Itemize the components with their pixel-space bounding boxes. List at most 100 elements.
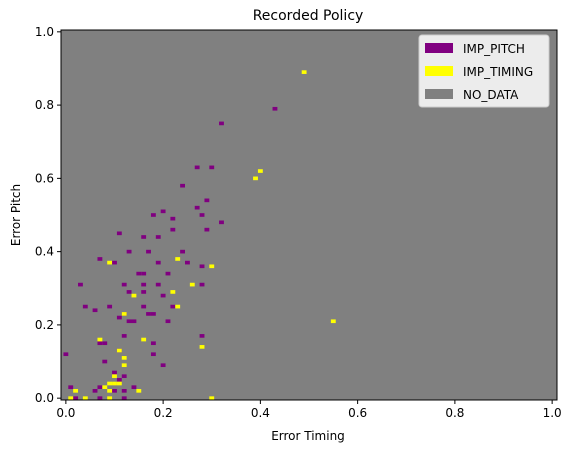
cell-imp-pitch <box>272 106 278 111</box>
x-tick-label: 0.8 <box>445 406 464 420</box>
legend-label-no-data: NO_DATA <box>463 88 519 102</box>
cell-imp-pitch <box>116 378 122 382</box>
y-axis-label: Error Pitch <box>9 184 23 246</box>
cell-imp-pitch <box>141 271 147 276</box>
y-axis: 0.0 0.2 0.4 0.6 0.8 1.0 <box>35 25 61 405</box>
cell-imp-pitch <box>150 213 156 217</box>
cell-imp-pitch <box>199 213 205 217</box>
cell-imp-timing <box>141 337 147 342</box>
cell-imp-pitch <box>199 282 205 287</box>
cell-imp-pitch <box>92 308 98 313</box>
y-tick-label: 0.0 <box>35 391 54 405</box>
cell-imp-timing <box>175 304 181 309</box>
cell-imp-pitch <box>219 220 224 225</box>
cell-imp-pitch <box>170 304 176 309</box>
cell-imp-pitch <box>121 334 127 338</box>
cell-imp-pitch <box>180 183 185 188</box>
x-tick-label: 0.6 <box>348 406 367 420</box>
cell-imp-timing <box>102 385 108 390</box>
cell-imp-timing <box>170 290 176 294</box>
cell-imp-pitch <box>63 352 69 357</box>
cell-imp-pitch <box>97 257 103 261</box>
cell-imp-pitch <box>107 304 113 309</box>
cell-imp-pitch <box>209 165 215 170</box>
cell-imp-pitch <box>165 319 171 324</box>
cell-imp-timing <box>330 319 336 324</box>
x-axis-label: Error Timing <box>271 429 345 443</box>
cell-imp-pitch <box>92 389 98 393</box>
cell-imp-pitch <box>102 359 108 364</box>
cell-imp-timing <box>189 282 195 287</box>
y-tick-label: 0.4 <box>35 245 54 259</box>
cell-imp-pitch <box>150 341 156 346</box>
cell-imp-pitch <box>102 341 108 346</box>
cell-imp-timing <box>112 374 117 379</box>
cell-imp-pitch <box>121 389 127 393</box>
cell-imp-pitch <box>155 260 161 265</box>
cell-imp-timing <box>121 363 127 368</box>
cell-imp-pitch <box>199 334 205 338</box>
cell-imp-pitch <box>194 205 200 210</box>
cell-imp-timing <box>82 396 88 400</box>
cell-imp-timing <box>107 396 113 400</box>
cell-imp-pitch <box>112 370 117 375</box>
y-tick-label: 1.0 <box>35 25 54 39</box>
cell-imp-pitch <box>194 165 200 170</box>
cell-imp-pitch <box>165 271 171 276</box>
cell-imp-pitch <box>185 260 190 265</box>
cell-imp-timing <box>209 264 215 269</box>
cell-imp-timing <box>199 345 205 349</box>
cell-imp-pitch <box>170 227 176 232</box>
cell-imp-pitch <box>97 396 103 400</box>
cell-imp-pitch <box>204 198 210 203</box>
cell-imp-pitch <box>141 304 147 309</box>
cell-imp-pitch <box>97 385 103 390</box>
legend-swatch-imp-timing <box>425 66 453 76</box>
cell-imp-pitch <box>141 235 147 239</box>
cell-imp-pitch <box>97 341 103 346</box>
heatmap-cells <box>63 70 336 400</box>
cell-imp-pitch <box>121 374 127 379</box>
cell-imp-pitch <box>136 271 142 276</box>
cell-imp-pitch <box>82 304 88 309</box>
cell-imp-pitch <box>150 352 156 357</box>
legend-swatch-imp-pitch <box>425 43 453 53</box>
cell-imp-pitch <box>150 312 156 316</box>
cell-imp-pitch <box>160 363 166 368</box>
cell-imp-timing <box>121 356 127 360</box>
cell-imp-pitch <box>141 282 147 287</box>
cell-imp-timing <box>257 169 263 173</box>
cell-imp-timing <box>116 348 122 353</box>
cell-imp-timing <box>209 396 215 400</box>
x-tick-label: 1.0 <box>543 406 562 420</box>
cell-imp-pitch <box>131 385 137 390</box>
cell-imp-pitch <box>68 385 74 390</box>
legend-label-imp-pitch: IMP_PITCH <box>463 42 525 56</box>
cell-imp-pitch <box>141 290 147 294</box>
cell-imp-pitch <box>155 282 161 287</box>
cell-imp-timing <box>301 70 307 74</box>
cell-imp-timing <box>107 389 113 393</box>
legend: IMP_PITCH IMP_TIMING NO_DATA <box>418 34 550 108</box>
cell-imp-pitch <box>126 319 132 324</box>
x-axis: 0.0 0.2 0.4 0.6 0.8 1.0 <box>56 400 562 420</box>
cell-imp-pitch <box>78 282 83 287</box>
cell-imp-pitch <box>116 315 122 320</box>
x-tick-label: 0.4 <box>251 406 270 420</box>
y-tick-label: 0.6 <box>35 171 54 185</box>
cell-imp-timing <box>136 389 142 393</box>
cell-imp-pitch <box>160 209 166 214</box>
cell-imp-pitch <box>170 216 176 221</box>
y-tick-label: 0.2 <box>35 318 54 332</box>
cell-imp-timing <box>107 260 113 265</box>
cell-imp-pitch <box>121 282 127 287</box>
cell-imp-timing <box>116 381 122 386</box>
plot-frame <box>60 29 558 401</box>
cell-imp-pitch <box>121 396 127 400</box>
cell-imp-timing <box>121 312 127 316</box>
cell-imp-timing <box>131 293 137 298</box>
cell-imp-timing <box>97 337 103 342</box>
x-tick-label: 0.2 <box>154 406 173 420</box>
y-tick-label: 0.8 <box>35 98 54 112</box>
cell-imp-pitch <box>126 249 132 254</box>
